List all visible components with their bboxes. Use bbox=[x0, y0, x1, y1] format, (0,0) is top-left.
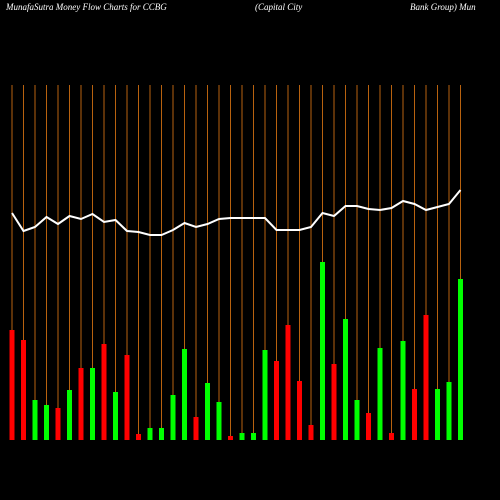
bar bbox=[435, 389, 440, 440]
bar bbox=[308, 425, 314, 440]
bar bbox=[389, 433, 394, 440]
bar bbox=[216, 402, 222, 440]
bar bbox=[228, 436, 233, 440]
bar bbox=[9, 330, 15, 440]
bar bbox=[446, 382, 452, 440]
bar bbox=[21, 340, 26, 440]
bar bbox=[377, 348, 383, 440]
chart-title: (Capital City bbox=[255, 2, 302, 12]
bar bbox=[423, 315, 429, 440]
bar bbox=[113, 392, 118, 440]
bar bbox=[366, 413, 371, 440]
chart-title: MunafaSutra Money Flow Charts for CCBG bbox=[5, 2, 167, 12]
bar bbox=[136, 434, 141, 440]
bar bbox=[343, 319, 348, 440]
bar bbox=[44, 405, 49, 440]
bar bbox=[320, 262, 325, 440]
bar bbox=[32, 400, 38, 440]
bar bbox=[147, 428, 153, 440]
bar bbox=[193, 417, 199, 440]
bar bbox=[90, 368, 95, 440]
bar bbox=[251, 433, 256, 440]
bar bbox=[412, 389, 417, 440]
bar bbox=[458, 279, 463, 440]
bar bbox=[239, 433, 245, 440]
bar bbox=[285, 325, 291, 440]
bar bbox=[182, 349, 187, 440]
bar bbox=[78, 368, 84, 440]
bar bbox=[331, 364, 337, 440]
bar bbox=[274, 361, 279, 440]
chart-title: Bank Group) Mun bbox=[410, 2, 476, 12]
bar bbox=[124, 355, 130, 440]
bar bbox=[400, 341, 406, 440]
bar bbox=[55, 408, 61, 440]
bar bbox=[159, 428, 164, 440]
bar bbox=[67, 390, 72, 440]
bar bbox=[205, 383, 210, 440]
bar bbox=[297, 381, 302, 440]
money-flow-line bbox=[11, 189, 462, 236]
bar bbox=[101, 344, 107, 440]
bar bbox=[354, 400, 360, 440]
bar bbox=[170, 395, 176, 440]
bar bbox=[262, 350, 268, 440]
